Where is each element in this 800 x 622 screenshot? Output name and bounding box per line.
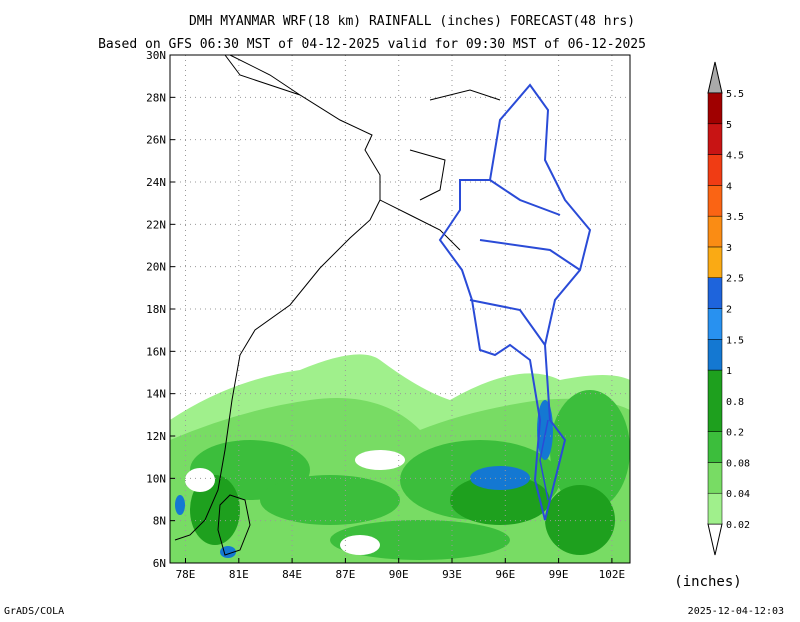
lat-label: 22N: [146, 218, 166, 231]
lat-label: 26N: [146, 134, 166, 147]
colorbar-label: 1: [726, 366, 732, 377]
colorbar-band: [707, 123, 723, 155]
colorbar-band: [707, 431, 723, 463]
colorbar-band: [707, 185, 723, 217]
lat-label: 8N: [153, 515, 166, 528]
colorbar-label: 5.5: [726, 89, 744, 100]
lat-label: 30N: [146, 49, 166, 62]
lat-label: 10N: [146, 472, 166, 485]
lat-label: 12N: [146, 430, 166, 443]
colorbar-label: 1.5: [726, 335, 744, 346]
subtitle: Based on GFS 06:30 MST of 04-12-2025 val…: [98, 37, 646, 52]
title: DMH MYANMAR WRF(18 km) RAINFALL (inches)…: [189, 14, 635, 29]
myanmar-south: [539, 419, 549, 501]
rain-heavy: [190, 475, 615, 555]
colorbar-high: [707, 61, 723, 94]
lat-label: 24N: [146, 176, 166, 189]
colorbar-band: [707, 308, 723, 340]
white-gaps: [185, 450, 405, 555]
colorbar-label: 0.8: [726, 397, 744, 408]
colorbar-label: 4: [726, 181, 732, 192]
colorbar-label: 0.2: [726, 428, 744, 439]
colorbar-label: 0.02: [726, 520, 750, 531]
lon-label: 99E: [549, 568, 569, 581]
myanmar-border: [438, 83, 592, 521]
colorbar-label: 5: [726, 120, 732, 131]
colorbar: 0.02 0.04 0.08 0.2 0.8 1 1.5 2 2.5 3 3.5 4 4.5 5 5.5: [707, 61, 750, 556]
colorbar-low: [707, 523, 723, 556]
colorbar-label: 0.04: [726, 489, 750, 500]
colorbar-band: [707, 154, 723, 186]
lon-label: 96E: [495, 568, 515, 581]
colorbar-label: 4.5: [726, 151, 744, 162]
colorbar-band: [707, 339, 723, 371]
lat-label: 16N: [146, 345, 166, 358]
colorbar-band: [707, 215, 723, 248]
colorbar-label: 3.5: [726, 212, 744, 223]
unit: (inches): [674, 574, 741, 590]
lat-label: 20N: [146, 261, 166, 274]
colorbar-band: [707, 492, 723, 525]
colorbar-label: 3: [726, 243, 732, 254]
footer-left: GrADS/COLA: [4, 606, 64, 617]
lat-label: 6N: [153, 557, 166, 570]
lon-label: 93E: [442, 568, 462, 581]
lon-label: 84E: [282, 568, 302, 581]
lat-label: 28N: [146, 91, 166, 104]
colorbar-band: [707, 92, 723, 125]
lon-label: 90E: [389, 568, 409, 581]
lat-label: 18N: [146, 303, 166, 316]
axes: 6N 8N 10N 12N 14N 16N 18N 20N 22N 24N 26N 28N 30N 78E…: [146, 49, 625, 581]
colorbar-label: 0.08: [726, 458, 750, 469]
lat-label: 14N: [146, 388, 166, 401]
colorbar-label: 2.5: [726, 274, 744, 285]
colorbar-band: [707, 462, 723, 494]
coastline: [174, 55, 501, 556]
lon-label: 78E: [176, 568, 196, 581]
grid: [170, 55, 630, 563]
colorbar-label: 2: [726, 305, 732, 316]
lon-label: 87E: [335, 568, 355, 581]
colorbar-band: [707, 277, 723, 309]
lon-label: 81E: [229, 568, 249, 581]
footer-right: 2025-12-04-12:03: [688, 606, 784, 617]
lon-label: 102E: [599, 568, 626, 581]
colorbar-band: [707, 369, 723, 432]
colorbar-band: [707, 246, 723, 278]
map: [170, 55, 630, 563]
